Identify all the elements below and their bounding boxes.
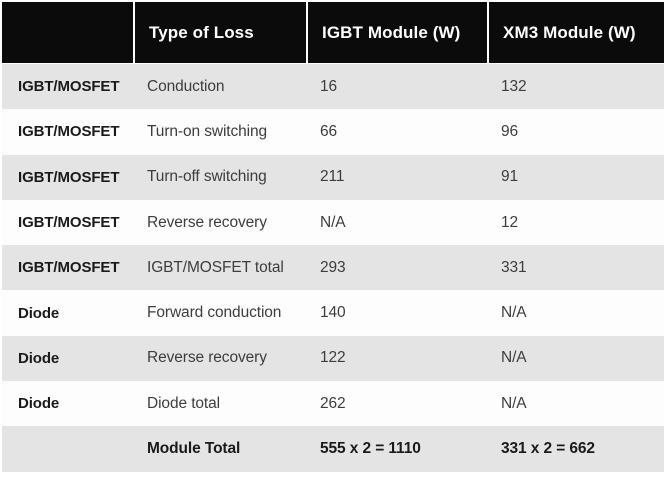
cell-xm3-module-value: 91 bbox=[501, 168, 519, 186]
header-cell-xm3-module: XM3 Module (W) bbox=[487, 2, 664, 63]
cell-category: IGBT/MOSFET bbox=[18, 214, 120, 232]
table-body: IGBT/MOSFET Conduction 16 132 IGBT/MOSFE… bbox=[2, 64, 664, 472]
cell-xm3-module-value: 331 bbox=[501, 258, 527, 276]
cell-xm3-module-value: N/A bbox=[501, 349, 527, 367]
cell-type-of-loss: Turn-off switching bbox=[147, 168, 267, 186]
cell-xm3-module-value: N/A bbox=[501, 304, 527, 322]
cell-igbt-module-value: 140 bbox=[320, 304, 346, 322]
cell-type-of-loss: IGBT/MOSFET total bbox=[147, 258, 284, 276]
table-row: Diode Diode total 262 N/A bbox=[2, 381, 664, 427]
table-row: IGBT/MOSFET IGBT/MOSFET total 293 331 bbox=[2, 245, 664, 291]
cell-igbt-module-value: 262 bbox=[320, 394, 346, 412]
cell-type-of-loss: Forward conduction bbox=[147, 304, 282, 322]
cell-type-of-loss: Module Total bbox=[147, 440, 241, 458]
cell-xm3-module-value: N/A bbox=[501, 394, 527, 412]
cell-xm3-module-value: 132 bbox=[501, 77, 527, 95]
table-header-row: Type of Loss IGBT Module (W) XM3 Module … bbox=[2, 2, 664, 63]
cell-category: Diode bbox=[18, 349, 60, 367]
cell-xm3-module-value: 96 bbox=[501, 122, 519, 140]
table-row: Module Total 555 x 2 = 1110 331 x 2 = 66… bbox=[2, 426, 664, 472]
cell-igbt-module-value: N/A bbox=[320, 213, 346, 231]
cell-igbt-module-value: 66 bbox=[320, 122, 338, 140]
cell-type-of-loss: Reverse recovery bbox=[147, 213, 267, 231]
table-row: IGBT/MOSFET Conduction 16 132 bbox=[2, 64, 664, 110]
table-row: Diode Reverse recovery 122 N/A bbox=[2, 335, 664, 382]
cell-xm3-module-value: 331 x 2 = 662 bbox=[501, 440, 595, 458]
cell-igbt-module-value: 122 bbox=[320, 349, 346, 367]
cell-type-of-loss: Reverse recovery bbox=[147, 349, 267, 367]
cell-igbt-module-value: 16 bbox=[320, 77, 338, 95]
cell-igbt-module-value: 555 x 2 = 1110 bbox=[320, 440, 421, 458]
cell-igbt-module-value: 211 bbox=[320, 168, 345, 186]
cell-category: Diode bbox=[18, 304, 60, 322]
table-row: Diode Forward conduction 140 N/A bbox=[2, 290, 664, 336]
cell-igbt-module-value: 293 bbox=[320, 258, 346, 276]
table-row: IGBT/MOSFET Reverse recovery N/A 12 bbox=[2, 199, 664, 246]
header-cell-type-of-loss: Type of Loss bbox=[133, 2, 306, 63]
table-row: IGBT/MOSFET Turn-on switching 66 96 bbox=[2, 109, 664, 155]
loss-comparison-table: Type of Loss IGBT Module (W) XM3 Module … bbox=[2, 2, 664, 472]
table-row: IGBT/MOSFET Turn-off switching 211 91 bbox=[2, 154, 664, 200]
header-cell-category bbox=[2, 2, 133, 63]
cell-xm3-module-value: 12 bbox=[501, 213, 519, 231]
cell-type-of-loss: Conduction bbox=[147, 77, 225, 95]
cell-category: IGBT/MOSFET bbox=[18, 78, 120, 96]
cell-category: IGBT/MOSFET bbox=[18, 123, 120, 141]
cell-category: IGBT/MOSFET bbox=[18, 259, 120, 277]
cell-type-of-loss: Turn-on switching bbox=[147, 122, 268, 140]
cell-category: Diode bbox=[18, 395, 60, 413]
cell-category: IGBT/MOSFET bbox=[18, 168, 120, 186]
cell-category bbox=[2, 426, 133, 471]
cell-type-of-loss: Diode total bbox=[147, 394, 221, 412]
header-cell-igbt-module: IGBT Module (W) bbox=[306, 2, 487, 63]
